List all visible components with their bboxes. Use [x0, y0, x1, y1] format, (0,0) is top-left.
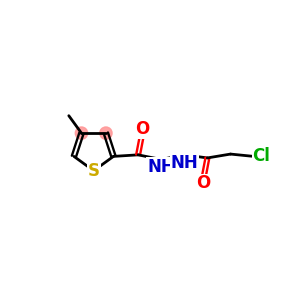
Circle shape: [100, 127, 112, 139]
Text: S: S: [88, 162, 100, 180]
Text: O: O: [196, 174, 211, 192]
Text: Cl: Cl: [252, 147, 270, 165]
Text: NH: NH: [147, 158, 175, 176]
Text: O: O: [135, 120, 149, 138]
Text: NH: NH: [170, 154, 198, 172]
Circle shape: [75, 127, 88, 139]
